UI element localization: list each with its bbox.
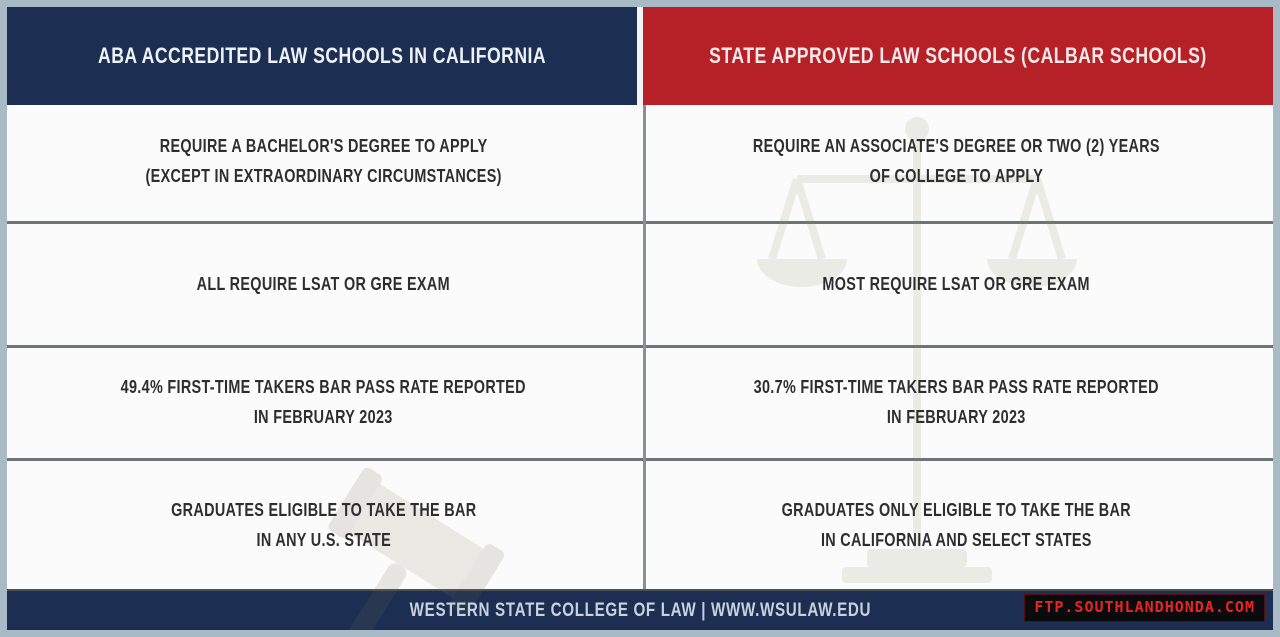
header-row: ABA ACCREDITED LAW SCHOOLS IN CALIFORNIA… xyxy=(7,7,1273,105)
column-header-aba-label: ABA ACCREDITED LAW SCHOOLS IN CALIFORNIA xyxy=(97,43,547,68)
cell-aba-passrate-text: 49.4% FIRST-TIME TAKERS BAR PASS RATE RE… xyxy=(120,377,527,427)
table-row-exam: ALL REQUIRE LSAT OR GRE EXAM MOST REQUIR… xyxy=(7,226,1273,343)
header-gap xyxy=(637,7,643,105)
cell-aba-eligibility: GRADUATES ELIGIBLE TO TAKE THE BAR IN AN… xyxy=(7,463,640,589)
row-divider xyxy=(7,343,1273,350)
cell-calbar-degree-text: REQUIRE AN ASSOCIATE'S DEGREE OR TWO (2)… xyxy=(752,136,1160,186)
cell-calbar-degree: REQUIRE AN ASSOCIATE'S DEGREE OR TWO (2)… xyxy=(640,105,1273,219)
cell-calbar-eligibility-text: GRADUATES ONLY ELIGIBLE TO TAKE THE BAR … xyxy=(781,500,1132,550)
cell-aba-passrate: 49.4% FIRST-TIME TAKERS BAR PASS RATE RE… xyxy=(7,350,640,456)
cell-aba-eligibility-text: GRADUATES ELIGIBLE TO TAKE THE BAR IN AN… xyxy=(170,500,477,550)
footer-text: WESTERN STATE COLLEGE OF LAW | WWW.WSULA… xyxy=(409,599,871,621)
table-body: REQUIRE A BACHELOR'S DEGREE TO APPLY (EX… xyxy=(7,105,1273,630)
cell-aba-exam: ALL REQUIRE LSAT OR GRE EXAM xyxy=(7,226,640,343)
table-row-degree: REQUIRE A BACHELOR'S DEGREE TO APPLY (EX… xyxy=(7,105,1273,219)
center-divider xyxy=(643,105,646,589)
site-watermark-badge: FTP.SOUTHLANDHONDA.COM xyxy=(1024,594,1265,622)
cell-calbar-passrate: 30.7% FIRST-TIME TAKERS BAR PASS RATE RE… xyxy=(640,350,1273,456)
cell-calbar-exam: MOST REQUIRE LSAT OR GRE EXAM xyxy=(640,226,1273,343)
cell-aba-degree-text: REQUIRE A BACHELOR'S DEGREE TO APPLY (EX… xyxy=(145,136,502,186)
table-row-eligibility: GRADUATES ELIGIBLE TO TAKE THE BAR IN AN… xyxy=(7,463,1273,589)
column-header-aba: ABA ACCREDITED LAW SCHOOLS IN CALIFORNIA xyxy=(7,7,637,105)
row-divider xyxy=(7,456,1273,463)
cell-calbar-passrate-text: 30.7% FIRST-TIME TAKERS BAR PASS RATE RE… xyxy=(753,377,1160,427)
cell-calbar-eligibility: GRADUATES ONLY ELIGIBLE TO TAKE THE BAR … xyxy=(640,463,1273,589)
row-divider xyxy=(7,219,1273,226)
cell-aba-exam-text: ALL REQUIRE LSAT OR GRE EXAM xyxy=(196,273,451,294)
cell-calbar-exam-text: MOST REQUIRE LSAT OR GRE EXAM xyxy=(822,273,1091,294)
column-header-calbar-label: STATE APPROVED LAW SCHOOLS (CALBAR SCHOO… xyxy=(709,43,1207,68)
table-row-passrate: 49.4% FIRST-TIME TAKERS BAR PASS RATE RE… xyxy=(7,350,1273,456)
cell-aba-degree: REQUIRE A BACHELOR'S DEGREE TO APPLY (EX… xyxy=(7,105,640,219)
column-header-calbar: STATE APPROVED LAW SCHOOLS (CALBAR SCHOO… xyxy=(643,7,1273,105)
